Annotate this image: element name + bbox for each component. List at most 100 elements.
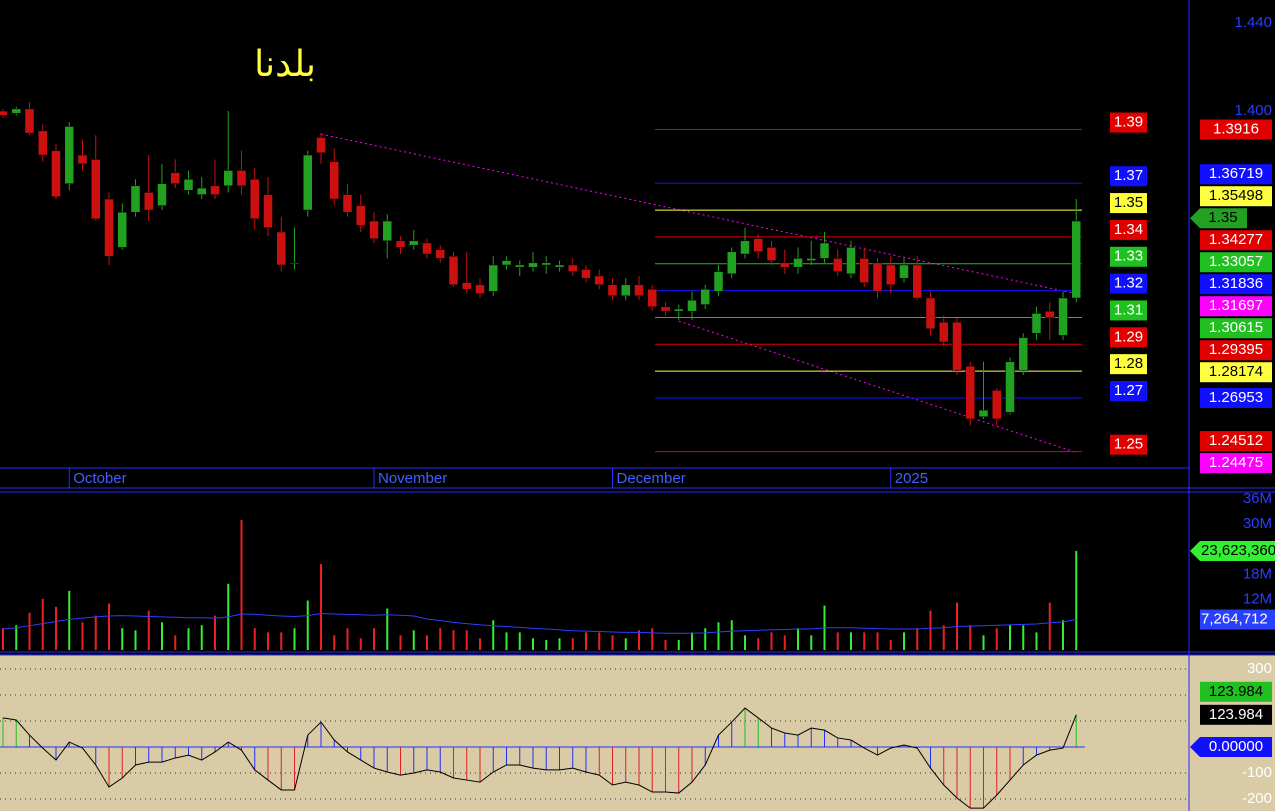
candle-body <box>713 271 724 292</box>
candle-body <box>793 258 803 268</box>
candle-body <box>541 262 551 266</box>
axis-value-box <box>1200 318 1272 339</box>
volume-bar <box>94 615 97 650</box>
level-label-box <box>1110 112 1147 133</box>
candle-body <box>859 258 869 283</box>
axis-value-label: 1.28174 <box>1209 363 1263 380</box>
candle-body <box>64 126 74 184</box>
level-label-box <box>1110 219 1147 240</box>
candle-body <box>846 247 856 275</box>
volume-bar <box>108 603 110 650</box>
candle-body <box>554 264 565 268</box>
candle-body <box>197 187 207 195</box>
candle-body <box>435 249 445 259</box>
candle-body <box>0 110 8 116</box>
candle-body <box>780 262 790 268</box>
axis-value-box <box>1200 362 1272 383</box>
candle-body <box>766 247 777 261</box>
volume-bar <box>426 635 428 650</box>
volume-bar <box>717 622 720 650</box>
level-label-box <box>1110 354 1147 375</box>
level-label: 1.35 <box>1114 194 1143 211</box>
axis-value-box <box>1200 186 1272 207</box>
y-tick-label: 30M <box>1243 515 1272 532</box>
axis-value-box <box>1200 230 1272 251</box>
volume-bar <box>1009 625 1011 650</box>
level-label: 1.31 <box>1114 301 1143 318</box>
volume-bar <box>399 635 402 650</box>
volume-bar <box>1022 625 1025 650</box>
candle-body <box>978 409 989 418</box>
value-label: 123.984 <box>1209 706 1263 723</box>
volume-bar <box>730 620 733 650</box>
volume-bar <box>744 635 746 650</box>
volume-bar <box>346 628 349 650</box>
volume-bar <box>810 635 813 650</box>
level-label: 1.28 <box>1114 355 1143 372</box>
volume-bar <box>545 639 548 650</box>
candle-body <box>289 262 300 265</box>
candle-body <box>329 161 339 200</box>
volume-bar <box>386 608 389 650</box>
average-box <box>1200 609 1275 630</box>
volume-bar <box>15 625 18 650</box>
candle-body <box>621 284 631 297</box>
volume-bar <box>863 632 866 650</box>
y-tick-label: 300 <box>1247 660 1272 677</box>
volume-bar <box>373 628 375 650</box>
axis-value-label: 1.34277 <box>1209 231 1263 248</box>
candle-body <box>91 159 101 220</box>
value-label: 123.984 <box>1209 683 1263 700</box>
level-label: 1.39 <box>1114 114 1143 131</box>
candle-body <box>369 220 379 239</box>
candle-body <box>687 299 697 312</box>
axis-value-label: 1.36719 <box>1209 165 1263 182</box>
x-tick-label: October <box>73 470 126 487</box>
volume-bar <box>267 632 269 650</box>
candle-body <box>342 194 353 213</box>
candle-body <box>422 242 432 255</box>
axis-value-label: 1.30615 <box>1209 319 1263 336</box>
candle-body <box>634 284 644 297</box>
axis-value-label: 1.3916 <box>1213 121 1259 138</box>
candle-body <box>11 108 21 114</box>
x-tick-label: November <box>378 470 447 487</box>
volume-bar <box>121 628 124 650</box>
volume-bar <box>1075 550 1078 650</box>
candle-body <box>568 264 578 272</box>
candle-body <box>183 178 194 191</box>
candle-body <box>38 130 48 156</box>
candle-body <box>475 284 485 294</box>
value-box <box>1200 681 1272 702</box>
volume-bar <box>134 630 137 650</box>
candle-body <box>223 170 233 187</box>
candle-body <box>740 240 750 255</box>
candle-body <box>528 262 538 268</box>
candle-body <box>1058 297 1068 336</box>
axis-value-box <box>1200 119 1272 140</box>
volume-bar <box>55 606 57 650</box>
volume-bar <box>797 628 799 650</box>
candle-body <box>448 255 459 286</box>
candle-body <box>382 220 392 242</box>
volume-bar <box>624 638 627 650</box>
axis-value-label: 1.26953 <box>1209 389 1263 406</box>
candle-body <box>144 192 154 211</box>
axis-value-label: 1.31697 <box>1209 297 1263 314</box>
candle-body <box>872 262 883 292</box>
level-label-box <box>1110 273 1147 294</box>
volume-bar <box>359 638 362 650</box>
candle-body <box>77 154 88 165</box>
volume-bar <box>611 635 614 650</box>
volume-bar <box>479 638 481 650</box>
level-label-box <box>1110 193 1147 214</box>
candle-body <box>104 198 114 257</box>
candle-body <box>833 258 843 272</box>
level-label: 1.27 <box>1114 382 1143 399</box>
level-label: 1.25 <box>1114 436 1143 453</box>
candle-body <box>700 288 710 305</box>
candle-body <box>819 242 830 259</box>
volume-bar <box>691 632 693 650</box>
volume-bar <box>1062 620 1064 650</box>
